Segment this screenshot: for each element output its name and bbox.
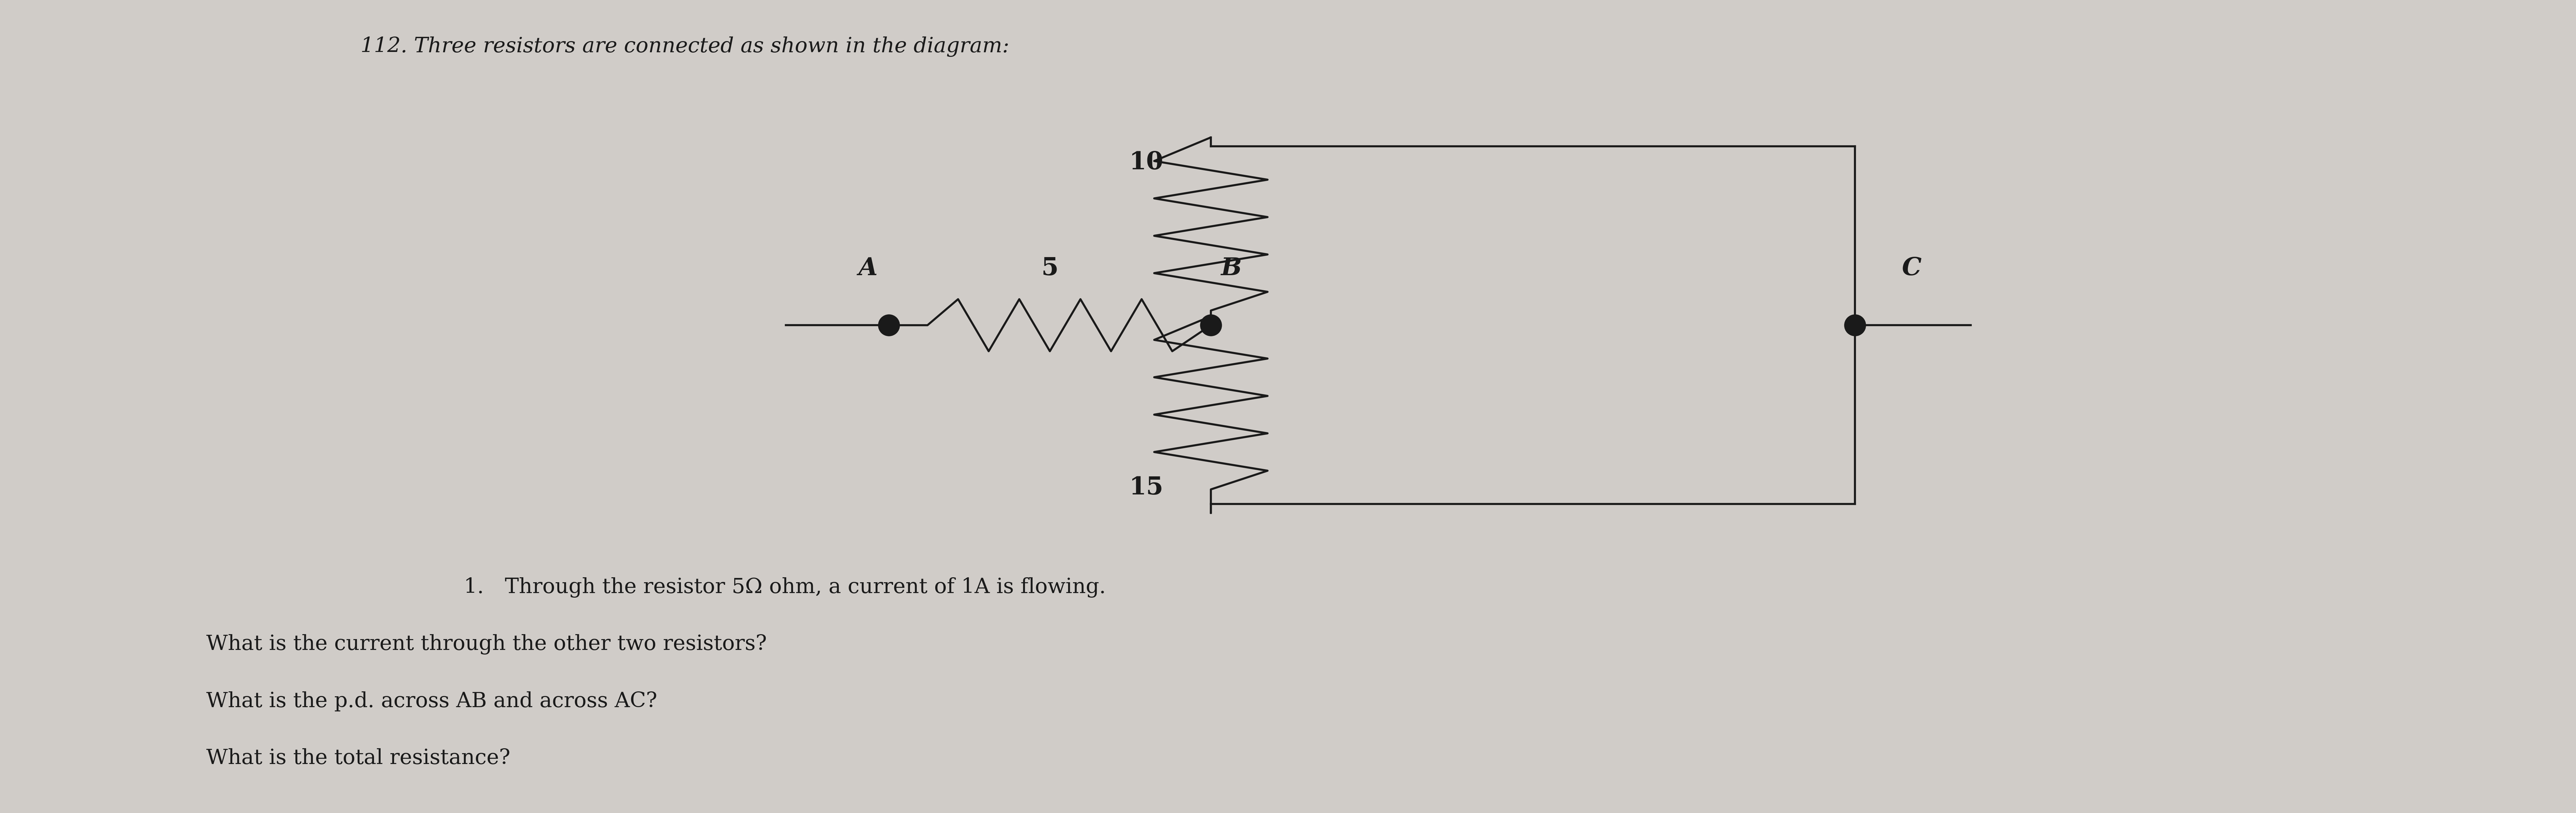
Text: A: A: [858, 256, 878, 280]
Text: 10: 10: [1128, 150, 1164, 175]
Text: What is the p.d. across AB and across AC?: What is the p.d. across AB and across AC…: [206, 691, 657, 711]
Text: B: B: [1221, 256, 1242, 280]
Text: C: C: [1901, 256, 1922, 280]
Text: 112. Three resistors are connected as shown in the diagram:: 112. Three resistors are connected as sh…: [361, 37, 1010, 57]
Point: [868, 319, 909, 332]
Text: What is the total resistance?: What is the total resistance?: [206, 748, 510, 768]
Text: What is the current through the other two resistors?: What is the current through the other tw…: [206, 634, 768, 654]
Text: 1. Through the resistor 5Ω ohm, a current of 1A is flowing.: 1. Through the resistor 5Ω ohm, a curren…: [464, 577, 1105, 598]
Text: 5: 5: [1041, 256, 1059, 280]
Point: [1834, 319, 1875, 332]
Text: 15: 15: [1128, 476, 1164, 500]
Point: [1190, 319, 1231, 332]
